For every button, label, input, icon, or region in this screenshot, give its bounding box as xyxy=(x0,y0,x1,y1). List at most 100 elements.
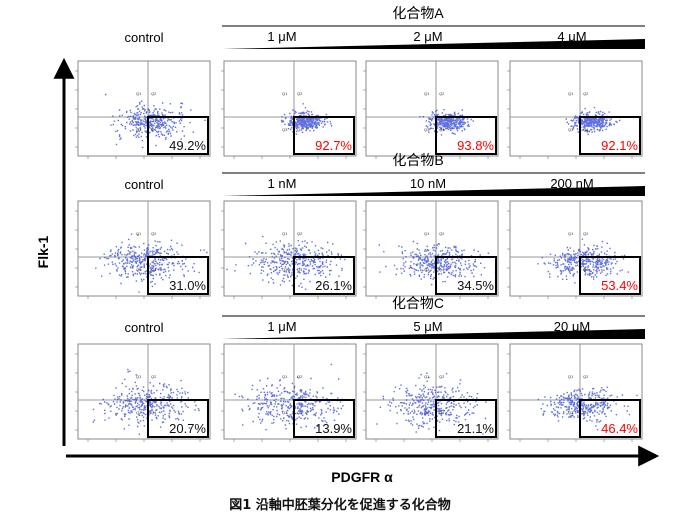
quadrant-label: Q3 xyxy=(424,127,430,132)
quadrant-label: Q3 xyxy=(282,410,288,415)
quadrant-label: Q3 xyxy=(282,127,288,132)
quadrant-label: Q4 xyxy=(439,410,445,415)
gate-percentage: 92.7% xyxy=(315,138,352,153)
quadrant-label: Q3 xyxy=(568,127,574,132)
dose-label: 1 μM xyxy=(267,29,296,44)
flow-plot: Q1 Q2 Q3 Q4 21.1% xyxy=(363,343,499,442)
gate-percentage: 31.0% xyxy=(169,278,206,293)
quadrant-label: Q2 xyxy=(151,374,157,379)
quadrant-label: Q1 xyxy=(568,91,574,96)
quadrant-label: Q4 xyxy=(297,267,303,272)
quadrant-label: Q1 xyxy=(136,91,142,96)
quadrant-label: Q1 xyxy=(568,231,574,236)
quadrant-label: Q2 xyxy=(151,231,157,236)
cell-events xyxy=(378,240,497,287)
quadrant-label: Q1 xyxy=(568,374,574,379)
gate-box xyxy=(147,399,209,438)
dose-label: 1 nM xyxy=(268,176,297,191)
y-axis-label: Flk-1 xyxy=(35,235,51,268)
gate-box xyxy=(147,116,209,155)
quadrant-label: Q2 xyxy=(297,231,303,236)
control-label: control xyxy=(124,320,163,335)
figure-caption: 図1 沿軸中胚葉分化を促進する化合物 xyxy=(229,498,451,513)
plot-frame xyxy=(509,343,643,440)
cell-events xyxy=(565,106,621,135)
quadrant-label: Q4 xyxy=(151,410,157,415)
control-label: control xyxy=(124,30,163,45)
flow-plot: Q1 Q2 Q3 Q4 92.7% xyxy=(221,60,357,159)
dose-label: 5 μM xyxy=(413,319,442,334)
quadrant-label: Q4 xyxy=(439,267,445,272)
cell-events xyxy=(280,103,333,135)
dose-label: 10 nM xyxy=(410,176,446,191)
quadrant-label: Q4 xyxy=(439,127,445,132)
quadrant-label: Q2 xyxy=(583,91,589,96)
dose-wedge xyxy=(222,186,645,196)
quadrant-label: Q2 xyxy=(297,91,303,96)
flow-plot: Q1 Q2 Q3 Q4 49.2% xyxy=(75,60,211,159)
gate-box xyxy=(579,256,641,295)
cell-events xyxy=(92,368,200,435)
quadrant-label: Q3 xyxy=(136,267,142,272)
quadrant-label: Q4 xyxy=(297,127,303,132)
gate-box xyxy=(435,116,497,155)
gate-percentage: 21.1% xyxy=(457,421,494,436)
quadrant-label: Q4 xyxy=(583,267,589,272)
quadrant-label: Q1 xyxy=(282,374,288,379)
quadrant-label: Q2 xyxy=(439,374,445,379)
cell-events xyxy=(376,372,498,435)
gate-box xyxy=(293,399,355,438)
cell-events xyxy=(537,386,638,431)
panel-row: 化合物B control 1 nM 10 nM 200 nM Q1 Q2 Q3 Q4 31.0% Q… xyxy=(75,152,645,299)
dose-wedge xyxy=(222,39,645,49)
gate-percentage: 20.7% xyxy=(169,421,206,436)
gate-box xyxy=(579,116,641,155)
flow-plot: Q1 Q2 Q3 Q4 92.1% xyxy=(507,60,643,159)
quadrant-label: Q3 xyxy=(424,410,430,415)
gate-box xyxy=(293,116,355,155)
quadrant-label: Q3 xyxy=(282,267,288,272)
quadrant-label: Q2 xyxy=(297,374,303,379)
cell-events xyxy=(419,109,474,136)
dose-label: 1 μM xyxy=(267,319,296,334)
plot-frame xyxy=(223,200,357,297)
quadrant-label: Q1 xyxy=(282,231,288,236)
quadrant-label: Q4 xyxy=(583,127,589,132)
quadrant-label: Q4 xyxy=(583,410,589,415)
plot-frame xyxy=(509,200,643,297)
gate-box xyxy=(435,399,497,438)
dose-wedge xyxy=(222,329,645,339)
compound-label: 化合物B xyxy=(392,152,443,168)
flow-plot: Q1 Q2 Q3 Q4 93.8% xyxy=(363,60,499,159)
gate-box xyxy=(579,399,641,438)
quadrant-label: Q3 xyxy=(136,127,142,132)
dose-label: 200 nM xyxy=(550,176,593,191)
control-label: control xyxy=(124,177,163,192)
gate-percentage: 13.9% xyxy=(315,421,352,436)
dose-label: 2 μM xyxy=(413,29,442,44)
compound-label: 化合物A xyxy=(392,5,444,21)
gate-box xyxy=(435,256,497,295)
panel-row: 化合物A control 1 μM 2 μM 4 μM Q1 Q2 Q3 Q4 49.2% Q1 Q2… xyxy=(75,5,645,159)
cell-events xyxy=(234,363,345,431)
quadrant-label: Q1 xyxy=(136,374,142,379)
cell-events xyxy=(537,238,629,284)
gate-percentage: 49.2% xyxy=(169,138,206,153)
gate-percentage: 46.4% xyxy=(601,421,638,436)
quadrant-label: Q3 xyxy=(424,267,430,272)
flow-plot: Q1 Q2 Q3 Q4 34.5% xyxy=(363,200,499,299)
flow-plot: Q1 Q2 Q3 Q4 53.4% xyxy=(507,200,643,299)
quadrant-label: Q4 xyxy=(151,127,157,132)
gate-box xyxy=(293,256,355,295)
gate-percentage: 26.1% xyxy=(315,278,352,293)
quadrant-label: Q1 xyxy=(282,91,288,96)
quadrant-label: Q2 xyxy=(583,231,589,236)
quadrant-label: Q2 xyxy=(151,91,157,96)
gate-percentage: 93.8% xyxy=(457,138,494,153)
plot-frame xyxy=(223,60,357,157)
quadrant-label: Q2 xyxy=(439,231,445,236)
flow-plot: Q1 Q2 Q3 Q4 13.9% xyxy=(221,343,357,442)
quadrant-label: Q3 xyxy=(136,410,142,415)
